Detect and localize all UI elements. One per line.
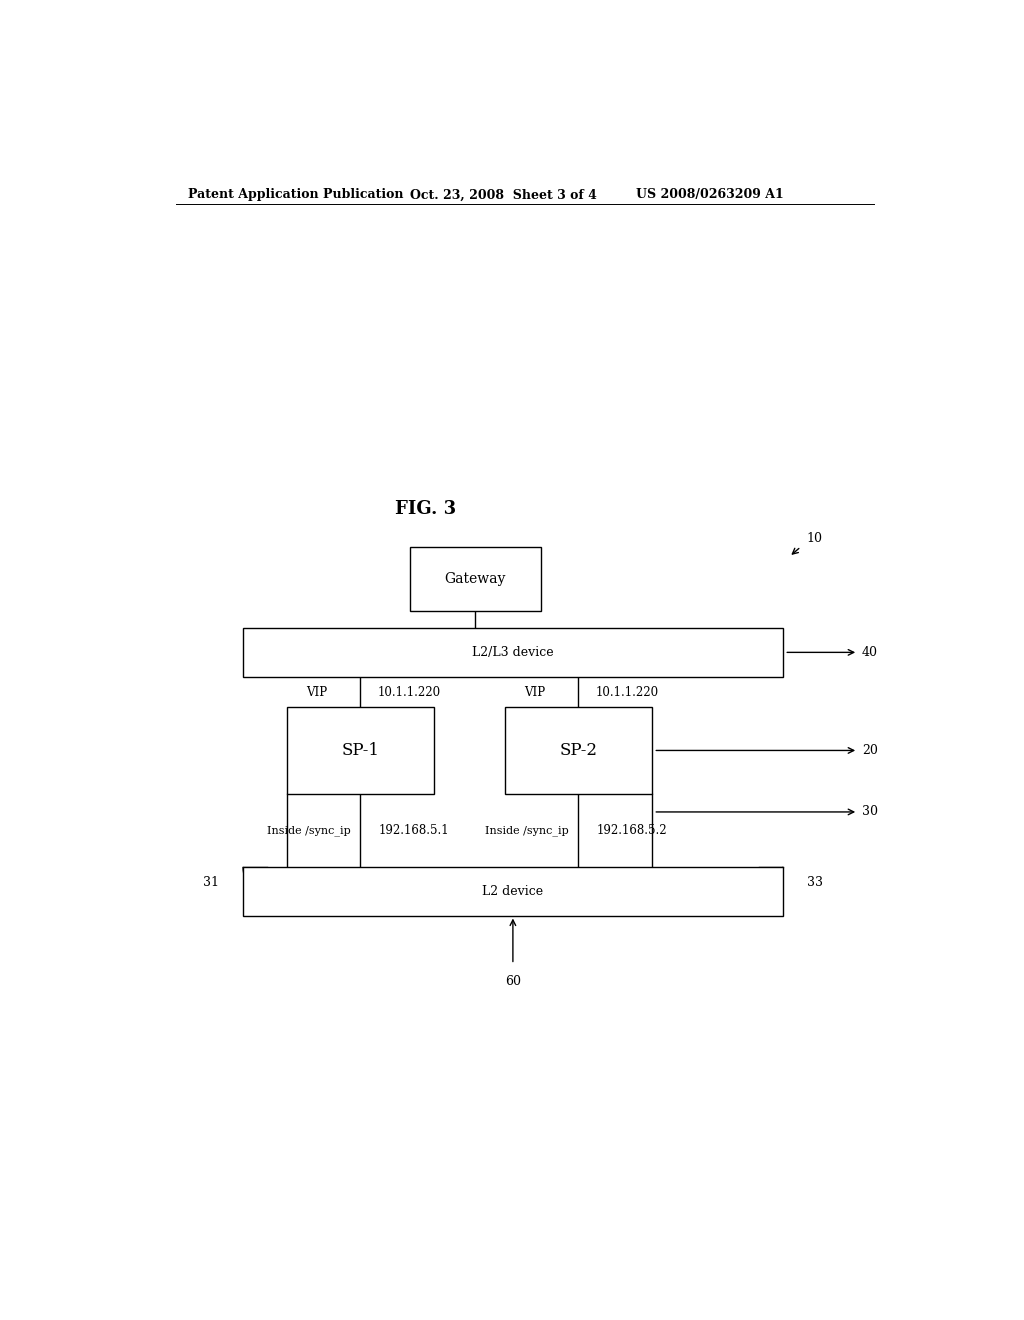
Text: US 2008/0263209 A1: US 2008/0263209 A1 [636, 189, 783, 202]
Text: 31: 31 [203, 875, 219, 888]
Text: L2 device: L2 device [482, 884, 544, 898]
Text: 30: 30 [862, 805, 879, 818]
FancyBboxPatch shape [243, 628, 782, 677]
Text: 10.1.1.220: 10.1.1.220 [378, 685, 441, 698]
Text: 20: 20 [862, 744, 878, 756]
Text: L2/L3 device: L2/L3 device [472, 645, 554, 659]
Text: 10.1.1.220: 10.1.1.220 [596, 685, 659, 698]
Text: 192.168.5.2: 192.168.5.2 [597, 824, 668, 837]
Text: Patent Application Publication: Patent Application Publication [187, 189, 403, 202]
Text: SP-1: SP-1 [341, 742, 379, 759]
Text: VIP: VIP [524, 685, 546, 698]
Text: 192.168.5.1: 192.168.5.1 [379, 824, 450, 837]
Text: Oct. 23, 2008  Sheet 3 of 4: Oct. 23, 2008 Sheet 3 of 4 [410, 189, 597, 202]
FancyBboxPatch shape [505, 708, 651, 793]
FancyBboxPatch shape [243, 867, 782, 916]
Text: 10: 10 [807, 532, 822, 545]
Text: SP-2: SP-2 [559, 742, 597, 759]
Text: 33: 33 [807, 875, 822, 888]
Text: 40: 40 [862, 645, 879, 659]
Text: Inside /sync_ip: Inside /sync_ip [485, 825, 568, 836]
Text: VIP: VIP [306, 685, 327, 698]
Text: 60: 60 [505, 974, 521, 987]
FancyBboxPatch shape [410, 546, 541, 611]
Text: Inside /sync_ip: Inside /sync_ip [266, 825, 350, 836]
FancyBboxPatch shape [287, 708, 433, 793]
Text: FIG. 3: FIG. 3 [395, 500, 456, 517]
Text: Gateway: Gateway [444, 572, 506, 586]
